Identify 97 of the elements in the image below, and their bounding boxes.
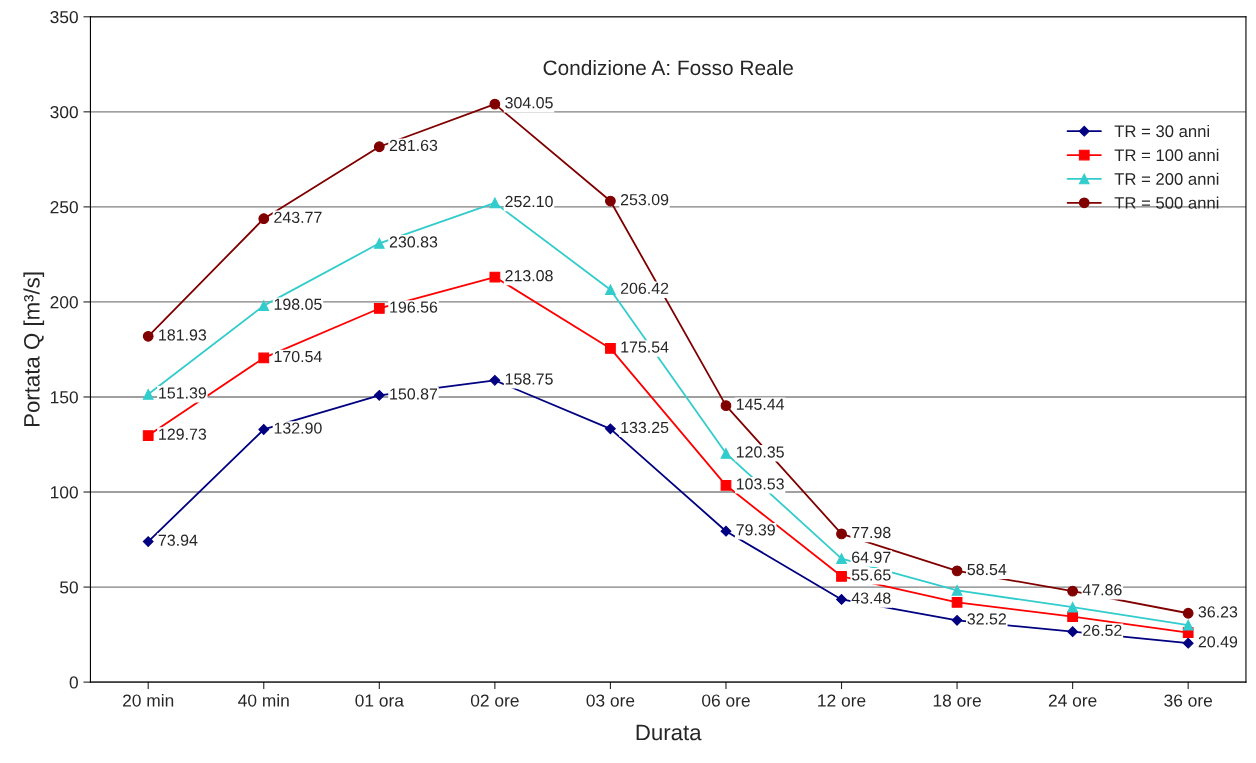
point — [720, 479, 732, 491]
data-label: 304.05 — [505, 97, 553, 109]
point — [720, 447, 732, 459]
x-tick-label: 02 ore — [470, 694, 519, 707]
point — [836, 570, 847, 582]
point — [605, 284, 616, 296]
point — [836, 553, 847, 564]
point — [258, 352, 270, 364]
data-label: 252.10 — [505, 195, 553, 208]
point — [951, 614, 963, 626]
data-label: 198.05 — [274, 298, 322, 310]
point — [1182, 637, 1194, 649]
y-tick-label: 50 — [60, 581, 78, 594]
data-label: 133.25 — [621, 421, 669, 434]
point — [258, 213, 270, 225]
point — [489, 271, 501, 283]
data-label: 175.54 — [621, 341, 669, 353]
y-tick-label: 100 — [50, 486, 78, 499]
x-tick-label: 12 ore — [818, 694, 866, 707]
x-tick-label: 18 ore — [933, 694, 981, 707]
point — [720, 525, 732, 537]
x-tick-label: 40 min — [238, 693, 289, 707]
data-label: 103.53 — [736, 478, 784, 490]
x-tick-label: 03 ore — [586, 694, 635, 707]
data-label: 243.77 — [274, 211, 322, 224]
data-label: 158.75 — [505, 373, 553, 385]
y-tick-label: 0 — [69, 676, 78, 689]
point — [373, 141, 385, 153]
data-label: 36.23 — [1198, 606, 1238, 618]
x-tick-label: 20 min — [123, 693, 174, 707]
legend-label: TR = 200 anni — [1114, 172, 1219, 185]
data-label: 47.86 — [1082, 584, 1122, 596]
point — [373, 389, 385, 401]
data-label: 20.49 — [1198, 636, 1238, 648]
point — [489, 374, 501, 386]
x-tick-label: 24 ore — [1048, 694, 1097, 707]
data-label: 206.42 — [620, 282, 669, 295]
data-label: 181.93 — [159, 329, 207, 341]
data-label: 150.87 — [390, 388, 438, 400]
point — [142, 388, 154, 400]
data-label: 151.39 — [159, 387, 207, 399]
point — [1067, 585, 1078, 597]
data-label: 213.08 — [505, 270, 553, 282]
legend-label: TR = 30 anni — [1114, 124, 1210, 138]
point — [142, 430, 154, 441]
point — [489, 98, 501, 110]
legend-label: TR = 100 anni — [1114, 148, 1219, 162]
y-tick-label: 350 — [50, 10, 78, 24]
text: Condizione A: Fosso Reale — [543, 59, 793, 76]
point — [1067, 626, 1079, 638]
point — [720, 400, 732, 412]
point — [1182, 607, 1194, 619]
point — [951, 584, 963, 596]
data-label: 26.52 — [1083, 624, 1122, 636]
data-label: 170.54 — [274, 350, 322, 363]
y-tick-label: 300 — [50, 106, 78, 119]
data-label: 73.94 — [158, 534, 198, 546]
data-label: 253.09 — [620, 193, 669, 206]
data-label: 196.56 — [390, 301, 438, 313]
point — [373, 237, 385, 249]
data-label: 145.44 — [736, 398, 785, 410]
point — [258, 300, 270, 312]
point — [142, 330, 154, 342]
data-label: 120.35 — [736, 446, 784, 458]
point — [836, 528, 847, 540]
data-label: 55.65 — [851, 569, 891, 581]
point — [373, 303, 385, 314]
point — [142, 536, 154, 547]
y-tick-label: 150 — [50, 391, 78, 404]
point — [1182, 619, 1194, 631]
point — [836, 594, 847, 605]
y-tick-label: 200 — [50, 296, 78, 309]
x-tick-label: 36 ore — [1164, 694, 1213, 707]
y-axis-title: Portata Q [m³/s] — [23, 272, 45, 427]
data-label: 129.73 — [159, 428, 207, 440]
legend-label: TR = 500 anni — [1114, 196, 1219, 209]
data-label: 32.52 — [967, 613, 1006, 625]
data-label: 230.83 — [389, 236, 438, 248]
data-label: 79.39 — [736, 524, 775, 536]
point — [605, 343, 616, 354]
x-tick-label: 01 ora — [355, 694, 404, 707]
point — [604, 423, 616, 435]
data-label: 43.48 — [851, 592, 891, 604]
data-label: 281.63 — [389, 139, 438, 152]
point — [605, 195, 616, 207]
y-tick-label: 250 — [50, 201, 78, 214]
data-label: 77.98 — [852, 526, 891, 539]
point — [489, 197, 501, 209]
point — [951, 596, 963, 608]
data-label: 132.90 — [274, 422, 322, 434]
x-axis-title: Durata — [636, 724, 702, 741]
point — [951, 565, 963, 577]
point — [258, 424, 270, 435]
point — [1067, 601, 1078, 613]
data-label: 64.97 — [852, 551, 891, 563]
data-label: 58.54 — [967, 563, 1007, 576]
x-tick-label: 06 ore — [702, 694, 750, 707]
